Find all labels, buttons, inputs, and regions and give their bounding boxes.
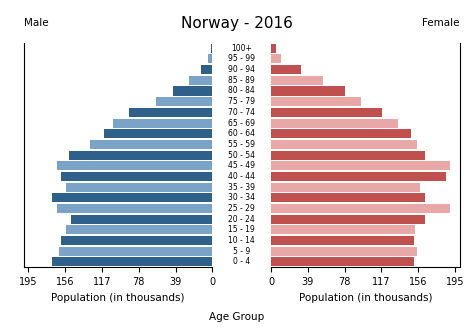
X-axis label: Population (in thousands): Population (in thousands) [299, 293, 432, 303]
Bar [189, 76, 212, 85]
Text: 30 - 34: 30 - 34 [228, 193, 255, 202]
Text: 10 - 14: 10 - 14 [228, 236, 255, 245]
Bar [271, 215, 425, 224]
Text: 20 - 24: 20 - 24 [228, 215, 255, 224]
Text: 80 - 84: 80 - 84 [228, 86, 255, 95]
Text: 50 - 54: 50 - 54 [228, 150, 255, 160]
Bar [156, 97, 212, 106]
Bar [271, 150, 425, 160]
Text: Male: Male [24, 18, 48, 28]
Bar [104, 129, 212, 138]
Bar [62, 236, 212, 245]
Bar [129, 108, 212, 117]
Text: Female: Female [422, 18, 460, 28]
Bar [66, 182, 212, 192]
Bar [271, 129, 410, 138]
Bar [90, 140, 212, 149]
Text: 25 - 29: 25 - 29 [228, 204, 255, 213]
Bar [57, 204, 212, 213]
Bar [52, 257, 212, 267]
Bar [210, 44, 212, 53]
Bar [271, 44, 276, 53]
Bar [271, 65, 301, 74]
Text: 60 - 64: 60 - 64 [228, 129, 255, 138]
Bar [201, 65, 212, 74]
Text: 0 - 4: 0 - 4 [233, 257, 250, 266]
Text: 65 - 69: 65 - 69 [228, 118, 255, 127]
Bar [271, 161, 450, 170]
Bar [69, 150, 212, 160]
Text: 75 - 79: 75 - 79 [228, 97, 255, 106]
Text: Age Group: Age Group [210, 312, 264, 322]
Bar [271, 54, 282, 63]
Bar [208, 54, 212, 63]
Bar [271, 257, 414, 267]
Bar [271, 182, 420, 192]
Bar [271, 97, 361, 106]
X-axis label: Population (in thousands): Population (in thousands) [51, 293, 185, 303]
Bar [71, 215, 212, 224]
Bar [271, 76, 323, 85]
Bar [271, 193, 425, 202]
Text: 90 - 94: 90 - 94 [228, 65, 255, 74]
Bar [113, 118, 212, 128]
Text: 45 - 49: 45 - 49 [228, 161, 255, 170]
Bar [66, 225, 212, 234]
Bar [271, 236, 414, 245]
Text: 40 - 44: 40 - 44 [228, 172, 255, 181]
Bar [271, 118, 399, 128]
Bar [62, 172, 212, 181]
Bar [52, 193, 212, 202]
Bar [271, 172, 446, 181]
Bar [271, 86, 345, 95]
Text: 15 - 19: 15 - 19 [228, 225, 255, 234]
Bar [59, 247, 212, 256]
Text: 100+: 100+ [231, 44, 252, 53]
Bar [173, 86, 212, 95]
Bar [271, 140, 417, 149]
Text: 95 - 99: 95 - 99 [228, 54, 255, 63]
Text: 85 - 89: 85 - 89 [228, 76, 255, 85]
Text: 5 - 9: 5 - 9 [233, 247, 250, 256]
Text: 55 - 59: 55 - 59 [228, 140, 255, 149]
Text: 35 - 39: 35 - 39 [228, 183, 255, 192]
Bar [57, 161, 212, 170]
Bar [271, 247, 417, 256]
Bar [271, 225, 415, 234]
Bar [271, 108, 383, 117]
Text: 70 - 74: 70 - 74 [228, 108, 255, 117]
Text: Norway - 2016: Norway - 2016 [181, 16, 293, 31]
Bar [271, 204, 450, 213]
